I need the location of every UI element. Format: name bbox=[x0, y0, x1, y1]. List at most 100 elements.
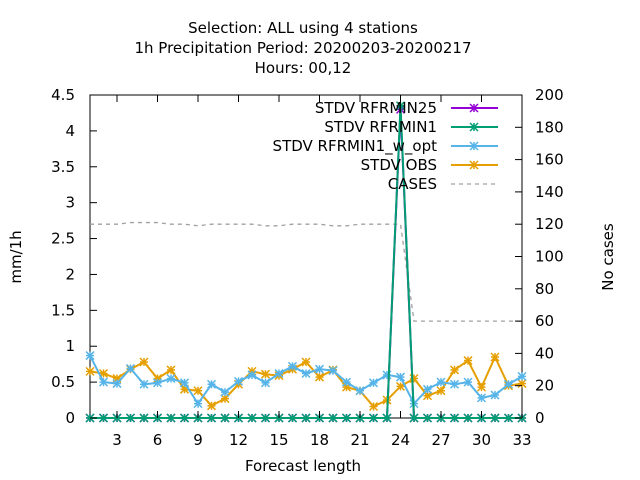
data-point bbox=[139, 379, 149, 389]
data-point bbox=[260, 378, 271, 388]
data-point bbox=[152, 378, 163, 388]
data-point bbox=[301, 368, 311, 379]
data-point bbox=[314, 372, 325, 382]
x-axis-label: Forecast length bbox=[245, 457, 361, 475]
y-tick-label: 4 bbox=[65, 122, 75, 140]
data-point bbox=[314, 364, 325, 374]
y-tick-label: 2 bbox=[65, 265, 75, 283]
series-line bbox=[90, 221, 522, 322]
data-point bbox=[247, 413, 257, 423]
data-point bbox=[287, 413, 298, 423]
legend-label: STDV OBS bbox=[361, 156, 437, 174]
data-point bbox=[220, 387, 230, 397]
data-point bbox=[517, 371, 527, 381]
data-point bbox=[395, 372, 406, 382]
data-point bbox=[449, 379, 460, 389]
y-tick-label: 2.5 bbox=[51, 230, 75, 248]
title-line: 1h Precipitation Period: 20200203-202002… bbox=[134, 39, 471, 57]
data-point bbox=[125, 413, 136, 423]
y2-tick-label: 160 bbox=[535, 151, 564, 169]
data-point bbox=[98, 377, 109, 387]
y2-axis-label: No cases bbox=[599, 223, 617, 291]
x-tick-label: 21 bbox=[350, 431, 369, 449]
data-point bbox=[85, 366, 95, 376]
legend-marker bbox=[469, 160, 479, 170]
data-point bbox=[476, 382, 487, 392]
data-point bbox=[382, 413, 392, 423]
data-point bbox=[463, 356, 473, 366]
data-point bbox=[260, 413, 271, 423]
legend-item: STDV RFRMIN1_w_opt bbox=[273, 137, 498, 156]
legend-marker bbox=[469, 122, 479, 132]
data-point bbox=[395, 101, 406, 111]
x-tick-label: 3 bbox=[112, 431, 122, 449]
legend-item: STDV OBS bbox=[361, 156, 498, 174]
data-point bbox=[436, 377, 446, 387]
data-point bbox=[220, 413, 230, 423]
y2-tick-label: 0 bbox=[535, 409, 545, 427]
data-point bbox=[166, 373, 176, 384]
axes: 0 0.5 1 1.5 2 2.5 3 3.5 4 4.5 0 20 40 60 80 100 120 140 16… bbox=[7, 86, 617, 475]
data-point bbox=[193, 399, 203, 409]
legend-label: CASES bbox=[388, 175, 437, 193]
data-point bbox=[476, 393, 487, 403]
series-stdv-obs bbox=[85, 352, 527, 412]
data-point bbox=[125, 363, 136, 374]
data-point bbox=[139, 413, 149, 423]
data-point bbox=[341, 413, 352, 423]
data-point bbox=[206, 379, 217, 389]
legend-marker bbox=[469, 141, 479, 151]
data-point bbox=[328, 413, 338, 423]
data-point bbox=[301, 413, 311, 423]
x-tick-label: 30 bbox=[472, 431, 491, 449]
data-point bbox=[490, 352, 500, 362]
legend-label: STDV RFRMIN25 bbox=[315, 99, 437, 117]
x-tick-label: 15 bbox=[269, 431, 288, 449]
series-cases bbox=[90, 221, 522, 322]
x-tick-label: 12 bbox=[229, 431, 248, 449]
y2-tick-label: 180 bbox=[535, 118, 564, 136]
data-point bbox=[422, 413, 433, 423]
legend-item: STDV RFRMIN1 bbox=[324, 118, 498, 136]
data-point bbox=[98, 413, 109, 423]
y-tick-label: 4.5 bbox=[51, 86, 75, 104]
y2-tick-label: 140 bbox=[535, 183, 564, 201]
data-point bbox=[368, 378, 379, 388]
data-point bbox=[449, 413, 460, 423]
data-point bbox=[341, 377, 352, 387]
legend-item: STDV RFRMIN25 bbox=[315, 99, 498, 117]
x-tick-label: 27 bbox=[431, 431, 450, 449]
y-axis-label: mm/1h bbox=[7, 230, 25, 283]
data-point bbox=[368, 413, 379, 423]
x-tick-label: 33 bbox=[512, 431, 531, 449]
data-point bbox=[206, 401, 217, 411]
data-point bbox=[274, 368, 284, 379]
data-point bbox=[490, 390, 500, 400]
y-tick-label: 1.5 bbox=[51, 301, 75, 319]
data-point bbox=[503, 379, 514, 389]
data-point bbox=[85, 351, 95, 361]
y-tick-label: 1 bbox=[65, 337, 75, 355]
legend-marker bbox=[469, 103, 479, 113]
data-point bbox=[206, 413, 217, 423]
x-tick-label: 6 bbox=[153, 431, 163, 449]
data-point bbox=[517, 379, 527, 389]
y2-tick-label: 200 bbox=[535, 86, 564, 104]
legend-label: STDV RFRMIN1 bbox=[324, 118, 437, 136]
data-point bbox=[490, 413, 500, 423]
data-point bbox=[233, 376, 244, 386]
data-point bbox=[193, 386, 203, 396]
series-layer bbox=[85, 101, 527, 423]
data-point bbox=[422, 384, 433, 394]
y2-tick-label: 100 bbox=[535, 248, 564, 266]
data-point bbox=[449, 365, 460, 375]
data-point bbox=[179, 378, 190, 388]
title-line: Hours: 00,12 bbox=[255, 59, 352, 77]
data-point bbox=[287, 361, 298, 371]
x-tick-label: 9 bbox=[193, 431, 203, 449]
data-point bbox=[409, 413, 419, 423]
y-tick-label: 0.5 bbox=[51, 373, 75, 391]
legend-item: CASES bbox=[388, 175, 498, 193]
data-point bbox=[436, 386, 446, 396]
